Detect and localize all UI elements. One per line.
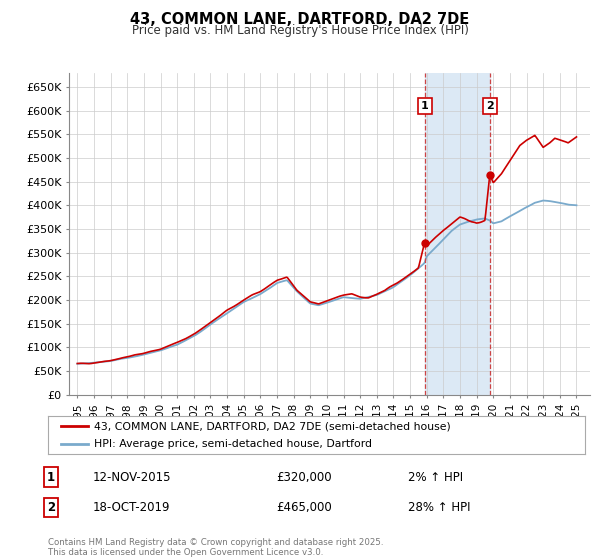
Text: Price paid vs. HM Land Registry's House Price Index (HPI): Price paid vs. HM Land Registry's House … xyxy=(131,24,469,36)
Text: 2: 2 xyxy=(47,501,55,514)
Text: 2: 2 xyxy=(486,101,494,111)
Text: 28% ↑ HPI: 28% ↑ HPI xyxy=(408,501,470,514)
Text: Contains HM Land Registry data © Crown copyright and database right 2025.
This d: Contains HM Land Registry data © Crown c… xyxy=(48,538,383,557)
Text: 12-NOV-2015: 12-NOV-2015 xyxy=(93,470,172,484)
Text: 1: 1 xyxy=(47,470,55,484)
Text: 43, COMMON LANE, DARTFORD, DA2 7DE: 43, COMMON LANE, DARTFORD, DA2 7DE xyxy=(130,12,470,27)
Text: 2% ↑ HPI: 2% ↑ HPI xyxy=(408,470,463,484)
Text: 1: 1 xyxy=(421,101,428,111)
Text: HPI: Average price, semi-detached house, Dartford: HPI: Average price, semi-detached house,… xyxy=(94,439,371,449)
Text: 43, COMMON LANE, DARTFORD, DA2 7DE (semi-detached house): 43, COMMON LANE, DARTFORD, DA2 7DE (semi… xyxy=(94,421,451,431)
Text: £320,000: £320,000 xyxy=(276,470,332,484)
Bar xyxy=(425,73,490,395)
Text: 18-OCT-2019: 18-OCT-2019 xyxy=(93,501,170,514)
Text: £465,000: £465,000 xyxy=(276,501,332,514)
